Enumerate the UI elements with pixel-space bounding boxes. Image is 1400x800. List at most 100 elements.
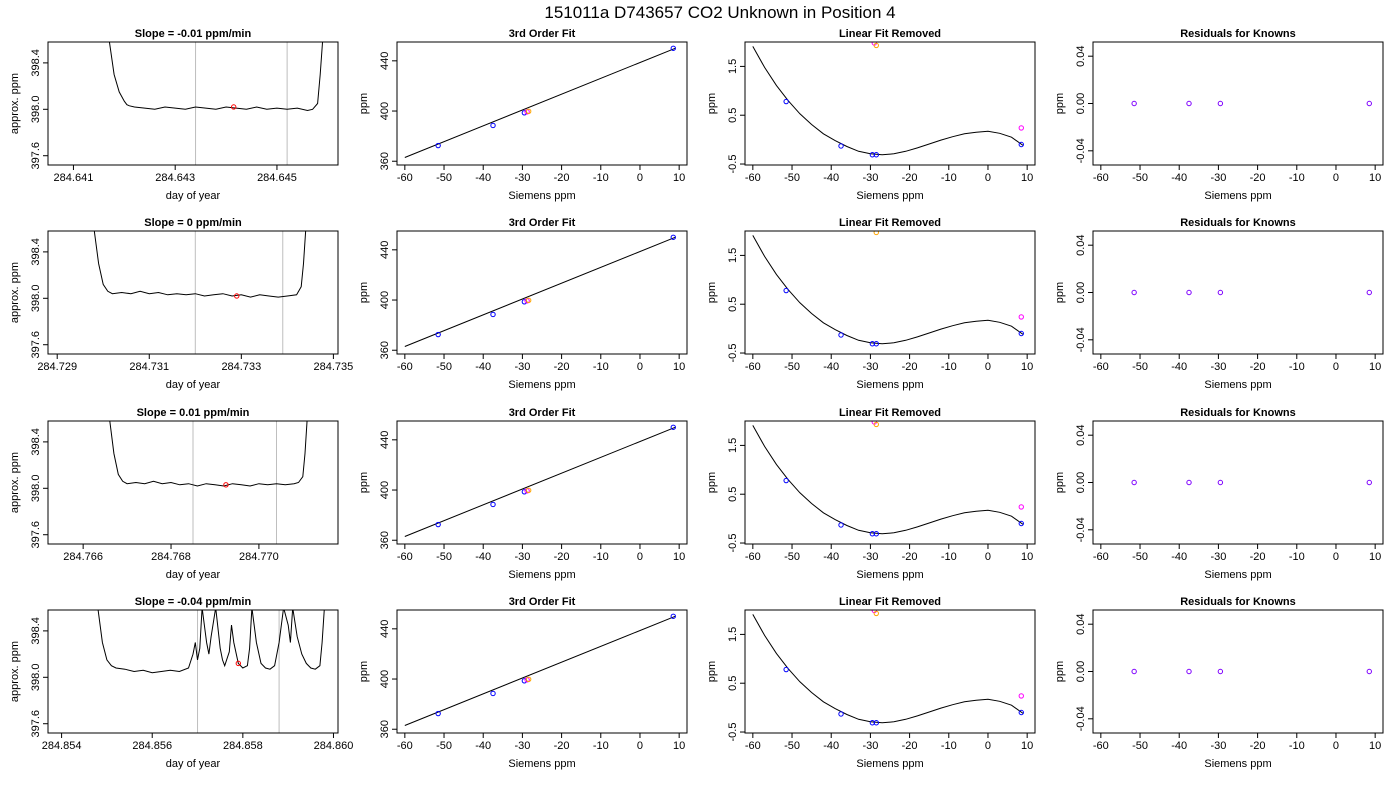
- x-tick-label: -10: [941, 172, 957, 184]
- x-tick-label: -20: [554, 740, 570, 752]
- panel-title: Slope = 0 ppm/min: [144, 217, 242, 229]
- x-tick-label: -50: [784, 361, 800, 373]
- x-tick-label: -40: [1171, 172, 1187, 184]
- panel-title: 3rd Order Fit: [509, 596, 576, 608]
- data-point: [838, 332, 844, 338]
- y-tick-label: -0.04: [1075, 706, 1087, 731]
- x-tick-label: 284.733: [221, 361, 261, 373]
- data-point: [1366, 289, 1372, 296]
- data-point: [1366, 100, 1372, 107]
- y-axis-label: ppm: [706, 282, 718, 303]
- data-point: [873, 231, 879, 236]
- x-axis-label: Siemens ppm: [856, 569, 923, 581]
- data-point: [783, 98, 789, 105]
- panel-title: Residuals for Knowns: [1180, 407, 1296, 419]
- y-tick-label: 397.6: [30, 142, 42, 170]
- x-tick-label: 10: [1369, 740, 1381, 752]
- y-tick-label: 398.4: [30, 428, 42, 456]
- x-tick-label: -40: [1171, 361, 1187, 373]
- x-tick-label: -40: [1171, 740, 1187, 752]
- y-tick-label: 440: [379, 620, 391, 638]
- y-tick-label: 440: [379, 241, 391, 259]
- x-tick-label: 0: [1333, 551, 1339, 563]
- x-tick-label: -20: [1250, 551, 1266, 563]
- x-tick-label: 10: [1021, 172, 1033, 184]
- data-point: [521, 678, 528, 684]
- y-tick-label: 360: [379, 531, 391, 549]
- data-point: [1018, 314, 1024, 320]
- y-tick-label: 0.04: [1075, 234, 1087, 255]
- x-tick-label: 284.766: [63, 551, 103, 563]
- panel-r1-known: Residuals for Knowns -60 -50 -40 -30 -20 -10 0 1…: [1054, 28, 1384, 202]
- x-tick-label: -50: [1132, 361, 1148, 373]
- plot-frame: [396, 230, 688, 355]
- y-tick-label: -0.04: [1075, 138, 1087, 163]
- panel-title: Slope = 0.01 ppm/min: [137, 407, 250, 419]
- x-tick-label: 284.854: [42, 740, 82, 752]
- x-axis-label: Siemens ppm: [508, 379, 575, 391]
- x-tick-label: 284.641: [54, 172, 94, 184]
- x-axis-label: Siemens ppm: [508, 569, 575, 581]
- data-point: [1131, 479, 1137, 486]
- panel-r2-fit: 3rd Order Fit -60 -50 -40 -30 -20 -10 0 10 360 400…: [358, 217, 688, 391]
- y-tick-label: -0.5: [727, 723, 739, 742]
- x-tick-label: -10: [593, 361, 609, 373]
- panel-title: Linear Fit Removed: [839, 596, 941, 608]
- x-axis-label: Siemens ppm: [1204, 758, 1271, 770]
- data-point: [873, 720, 879, 726]
- x-tick-label: 284.770: [239, 551, 279, 563]
- data-point: [838, 711, 844, 717]
- y-tick-label: 397.6: [30, 331, 42, 359]
- series-line: [404, 236, 676, 347]
- plot-area: [109, 421, 308, 544]
- panel-r3-known: Residuals for Knowns -60 -50 -40 -30 -20 -10 0 1…: [1054, 407, 1384, 581]
- y-axis-label: ppm: [706, 93, 718, 114]
- y-tick-label: 0.04: [1075, 613, 1087, 634]
- x-tick-label: 10: [1021, 361, 1033, 373]
- plot-frame: [744, 41, 1036, 166]
- data-point: [525, 676, 532, 682]
- y-tick-label: 440: [379, 52, 391, 70]
- data-point: [525, 297, 532, 303]
- y-tick-label: -0.04: [1075, 327, 1087, 352]
- plot-area: [93, 231, 307, 354]
- data-point: [873, 42, 879, 49]
- x-tick-label: -30: [1210, 551, 1226, 563]
- series-line: [97, 610, 325, 674]
- plot-area: [1131, 668, 1372, 675]
- x-tick-label: -30: [514, 551, 530, 563]
- x-tick-label: -20: [554, 361, 570, 373]
- x-tick-label: -20: [1250, 740, 1266, 752]
- plot-area: [1131, 289, 1372, 296]
- y-tick-label: 360: [379, 720, 391, 738]
- fit-curve: [752, 425, 1024, 535]
- x-tick-label: 0: [985, 361, 991, 373]
- x-tick-label: -60: [745, 551, 761, 563]
- y-tick-label: 0.00: [1075, 661, 1087, 682]
- x-tick-label: -60: [1093, 551, 1109, 563]
- y-tick-label: 0.04: [1075, 424, 1087, 445]
- fit-curve: [752, 235, 1024, 345]
- panel-r2-known: Residuals for Knowns -60 -50 -40 -30 -20 -10 0 1…: [1054, 217, 1384, 391]
- y-tick-label: 0.5: [727, 676, 739, 691]
- y-tick-label: 360: [379, 341, 391, 359]
- data-point: [490, 311, 496, 318]
- y-tick-label: 0.00: [1075, 93, 1087, 114]
- x-tick-label: 284.856: [132, 740, 172, 752]
- y-axis-label: ppm: [358, 661, 370, 682]
- x-tick-label: -30: [1210, 740, 1226, 752]
- x-tick-label: 0: [1333, 740, 1339, 752]
- y-tick-label: 400: [379, 102, 391, 120]
- x-tick-label: -20: [554, 172, 570, 184]
- data-point: [838, 143, 844, 149]
- data-point: [670, 424, 676, 430]
- y-tick-label: 398.0: [30, 96, 42, 124]
- data-point: [1018, 693, 1024, 699]
- x-axis-label: Siemens ppm: [856, 379, 923, 391]
- y-tick-label: -0.5: [727, 155, 739, 174]
- x-tick-label: 0: [637, 172, 643, 184]
- plot-frame: [744, 230, 1036, 355]
- y-tick-label: 0.5: [727, 297, 739, 312]
- x-tick-label: -10: [1289, 361, 1305, 373]
